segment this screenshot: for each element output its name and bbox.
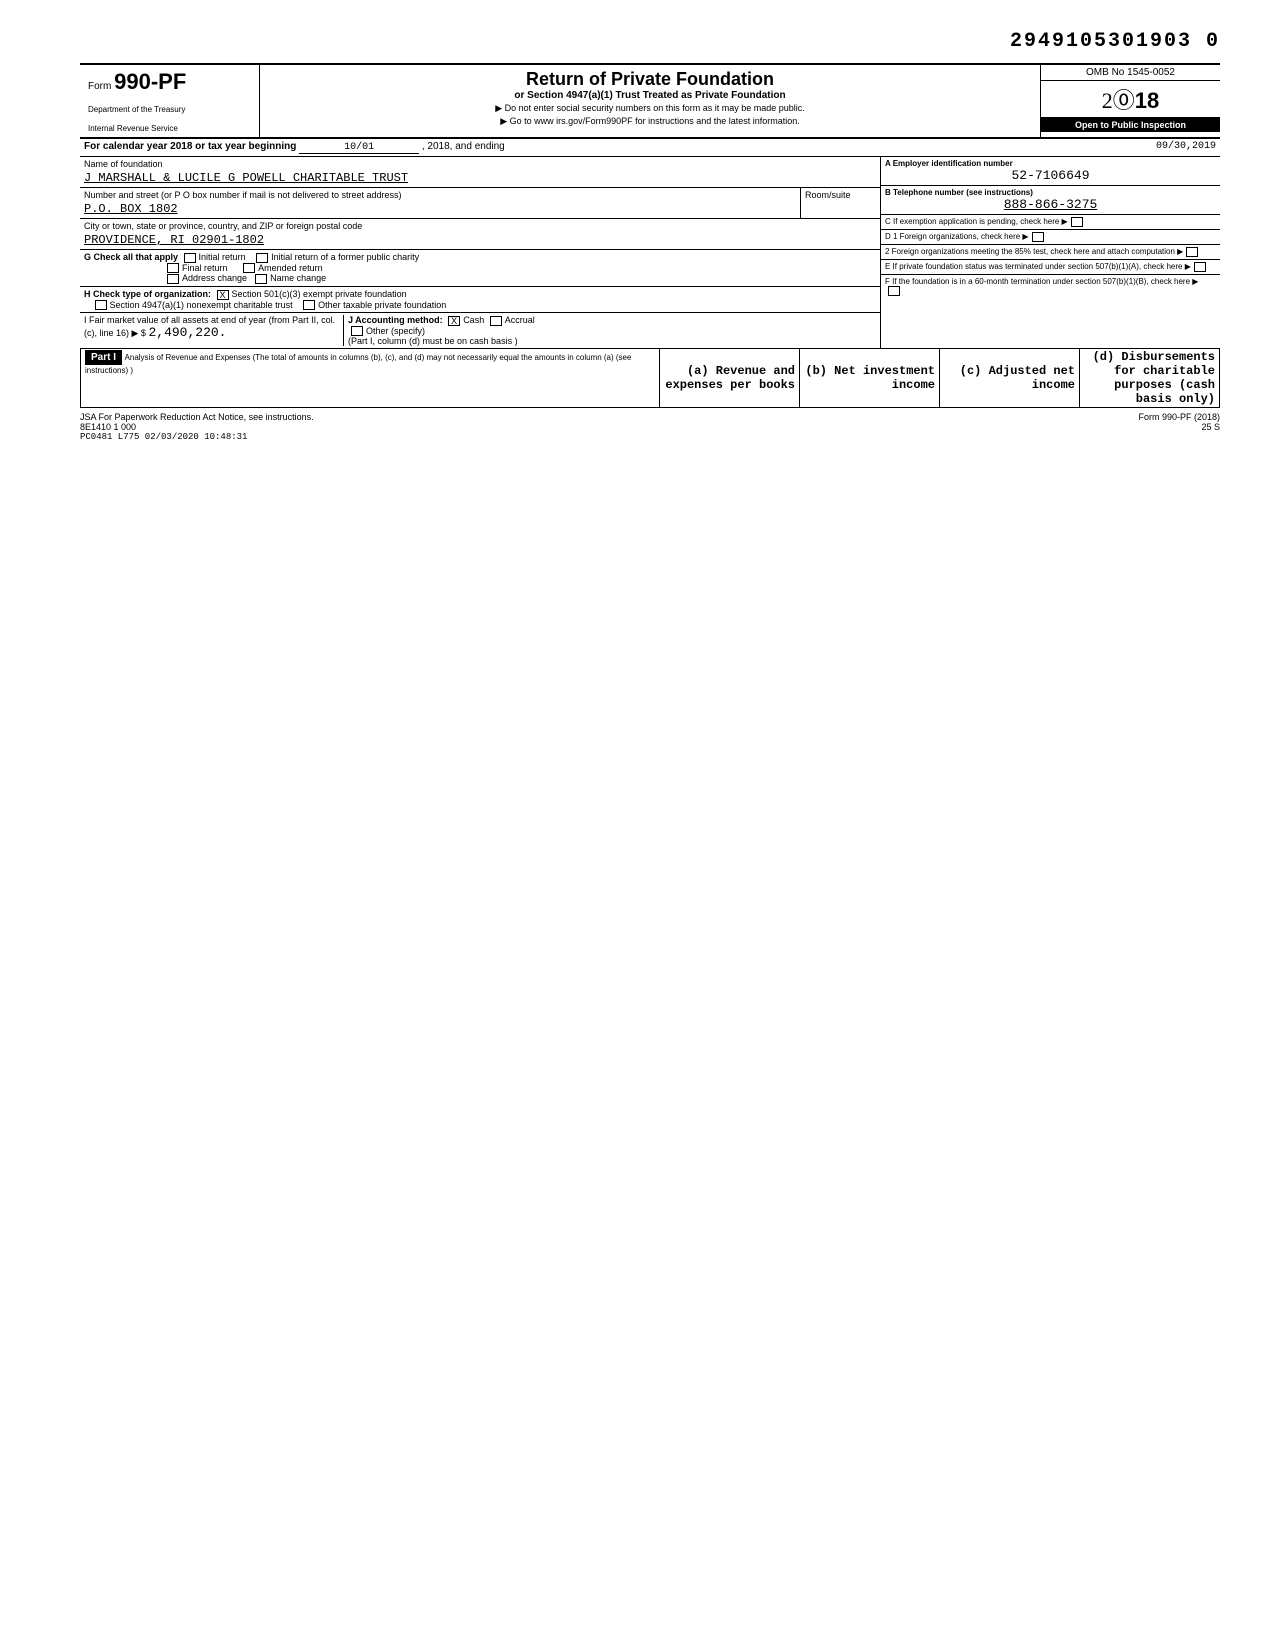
- chk-d1[interactable]: [1032, 232, 1044, 242]
- footer-right2: 25 S: [1138, 422, 1220, 432]
- addr-label: Number and street (or P O box number if …: [84, 190, 796, 200]
- form-title: Return of Private Foundation: [268, 69, 1032, 90]
- footer-l3: PC0481 L775 02/03/2020 10:48:31: [80, 432, 314, 442]
- chk-initial-former[interactable]: [256, 253, 268, 263]
- f-label: F If the foundation is in a 60-month ter…: [885, 277, 1190, 286]
- a-label: A Employer identification number: [885, 159, 1013, 168]
- room-label: Room/suite: [805, 190, 876, 200]
- chk-cash[interactable]: X: [448, 316, 460, 326]
- h-o3: Other taxable private foundation: [318, 300, 446, 310]
- header-grid: Name of foundation J MARSHALL & LUCILE G…: [80, 157, 1220, 349]
- foundation-name: J MARSHALL & LUCILE G POWELL CHARITABLE …: [84, 171, 876, 185]
- name-label: Name of foundation: [84, 159, 876, 169]
- part1-table: Part I Analysis of Revenue and Expenses …: [80, 349, 1220, 408]
- form-note2: ▶ Go to www irs.gov/Form990PF for instru…: [268, 116, 1032, 127]
- g-o6: Name change: [270, 273, 326, 283]
- calendar-year-row: For calendar year 2018 or tax year begin…: [80, 139, 1220, 157]
- cal-year-mid: , 2018, and ending: [422, 141, 505, 152]
- footer-right1: Form 990-PF (2018): [1138, 412, 1220, 422]
- d2-label: 2 Foreign organizations meeting the 85% …: [885, 247, 1175, 256]
- dln-number: 2949105301903 0: [80, 30, 1220, 53]
- chk-accrual[interactable]: [490, 316, 502, 326]
- chk-e[interactable]: [1194, 262, 1206, 272]
- chk-amended[interactable]: [243, 263, 255, 273]
- g-label: G Check all that apply: [84, 252, 178, 262]
- form-header: Form 990-PF Department of the Treasury I…: [80, 63, 1220, 139]
- chk-d2[interactable]: [1186, 247, 1198, 257]
- omb-number: OMB No 1545-0052: [1041, 65, 1220, 81]
- form-prefix: Form: [88, 81, 111, 92]
- city-label: City or town, state or province, country…: [84, 221, 876, 231]
- fmv-value: 2,490,220.: [148, 325, 226, 340]
- h-o2: Section 4947(a)(1) nonexempt charitable …: [110, 300, 293, 310]
- h-label: H Check type of organization:: [84, 289, 211, 299]
- chk-f[interactable]: [888, 286, 900, 296]
- form-note1: ▶ Do not enter social security numbers o…: [268, 103, 1032, 114]
- open-inspection: Open to Public Inspection: [1041, 118, 1220, 132]
- g-o4: Amended return: [258, 263, 323, 273]
- g-o2: Initial return of a former public charit…: [271, 252, 419, 262]
- footer-left: JSA For Paperwork Reduction Act Notice, …: [80, 412, 314, 422]
- dept-treasury: Department of the Treasury: [88, 105, 251, 114]
- foundation-city: PROVIDENCE, RI 02901-1802: [84, 233, 876, 247]
- d1-label: D 1 Foreign organizations, check here: [885, 232, 1020, 241]
- j-accrual: Accrual: [505, 315, 535, 325]
- j-other: Other (specify): [366, 326, 425, 336]
- cal-year-text: For calendar year 2018 or tax year begin…: [84, 141, 296, 152]
- g-o5: Address change: [182, 273, 247, 283]
- footer-l2: 8E1410 1 000: [80, 422, 314, 432]
- section-h: H Check type of organization: XSection 5…: [80, 287, 880, 313]
- tax-year-begin: 10/01: [299, 142, 419, 154]
- g-o1: Initial return: [199, 252, 246, 262]
- col-b-hdr: (b) Net investment income: [800, 349, 940, 408]
- chk-4947[interactable]: [95, 300, 107, 310]
- section-i-j: I Fair market value of all assets at end…: [80, 313, 880, 348]
- chk-address[interactable]: [167, 274, 179, 284]
- ein: 52-7106649: [885, 168, 1216, 183]
- e-label: E If private foundation status was termi…: [885, 262, 1182, 271]
- b-label: B Telephone number (see instructions): [885, 188, 1033, 197]
- part1-hdr: Part I: [85, 350, 122, 365]
- chk-501c3[interactable]: X: [217, 290, 229, 300]
- tax-year-end: 09/30,2019: [1156, 141, 1216, 152]
- chk-other-acct[interactable]: [351, 326, 363, 336]
- j-note: (Part I, column (d) must be on cash basi…: [348, 336, 518, 346]
- form-number: 990-PF: [114, 69, 186, 94]
- page-footer: JSA For Paperwork Reduction Act Notice, …: [80, 412, 1220, 442]
- col-c-hdr: (c) Adjusted net income: [940, 349, 1080, 408]
- c-label: C If exemption application is pending, c…: [885, 217, 1059, 226]
- g-o3: Final return: [182, 263, 228, 273]
- h-o1: Section 501(c)(3) exempt private foundat…: [232, 289, 407, 299]
- chk-final[interactable]: [167, 263, 179, 273]
- form-subtitle: or Section 4947(a)(1) Trust Treated as P…: [268, 90, 1032, 101]
- form-year: 18: [1135, 88, 1159, 113]
- chk-c[interactable]: [1071, 217, 1083, 227]
- chk-initial[interactable]: [184, 253, 196, 263]
- j-label: J Accounting method:: [348, 315, 443, 325]
- section-g: G Check all that apply Initial return In…: [80, 250, 880, 287]
- part1-title: Analysis of Revenue and Expenses (The to…: [85, 353, 631, 375]
- col-d-hdr: (d) Disbursements for charitable purpose…: [1080, 349, 1220, 408]
- dept-irs: Internal Revenue Service: [88, 124, 251, 133]
- foundation-addr: P.O. BOX 1802: [84, 202, 796, 216]
- chk-name[interactable]: [255, 274, 267, 284]
- chk-other-tax[interactable]: [303, 300, 315, 310]
- phone: 888-866-3275: [885, 197, 1216, 212]
- col-a-hdr: (a) Revenue and expenses per books: [660, 349, 800, 408]
- j-cash: Cash: [463, 315, 484, 325]
